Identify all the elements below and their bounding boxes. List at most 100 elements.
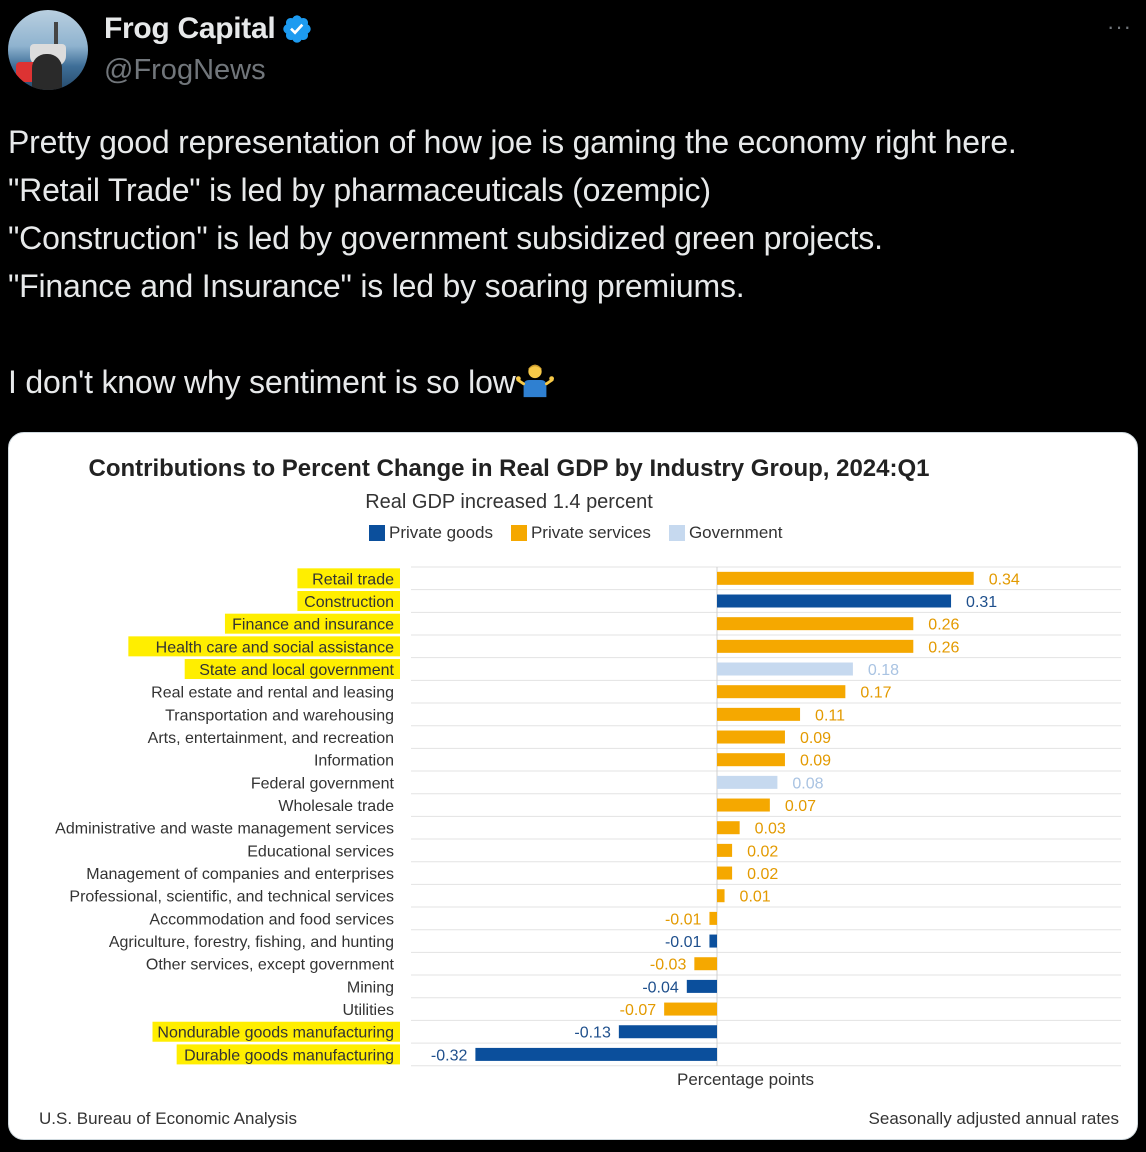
bar-arts-entertainment-and-recreation	[717, 730, 785, 744]
legend-swatch-private-goods	[369, 525, 385, 541]
display-name[interactable]: Frog Capital	[104, 12, 276, 45]
category-label-other-services-except-government: Other services, except government	[146, 957, 395, 974]
value-label-accommodation-and-food-services: -0.01	[665, 911, 702, 928]
category-label-accommodation-and-food-services: Accommodation and food services	[149, 911, 394, 928]
chart-legend: Private goods Private services Governmen…	[369, 523, 782, 543]
label-highlight-retail-trade	[297, 568, 400, 589]
bar-retail-trade	[717, 571, 974, 585]
chart-subtitle: Real GDP increased 1.4 percent	[365, 491, 653, 513]
category-label-administrative-and-waste-management-services: Administrative and waste management serv…	[55, 821, 394, 838]
category-label-arts-entertainment-and-recreation: Arts, entertainment, and recreation	[148, 730, 394, 747]
category-label-agriculture-forestry-fishing-and-hunting: Agriculture, forestry, fishing, and hunt…	[109, 934, 394, 951]
value-label-arts-entertainment-and-recreation: 0.09	[800, 730, 831, 747]
chart-image-card[interactable]: Contributions to Percent Change in Real …	[8, 432, 1138, 1140]
value-label-agriculture-forestry-fishing-and-hunting: -0.01	[665, 934, 702, 951]
category-label-health-care-and-social-assistance: Health care and social assistance	[156, 639, 394, 656]
category-label-management-of-companies-and-enterprises: Management of companies and enterprises	[86, 866, 394, 883]
bar-information	[717, 753, 785, 767]
bar-transportation-and-warehousing	[717, 707, 801, 721]
value-label-retail-trade: 0.34	[989, 571, 1020, 588]
legend-item-government: Government	[668, 523, 783, 543]
category-label-federal-government: Federal government	[251, 775, 395, 792]
value-label-transportation-and-warehousing: 0.11	[815, 707, 845, 724]
bar-federal-government	[717, 775, 778, 789]
category-label-educational-services: Educational services	[247, 843, 394, 860]
bar-wholesale-trade	[717, 798, 770, 812]
category-label-professional-scientific-and-technical-services: Professional, scientific, and technical …	[69, 889, 394, 906]
category-label-retail-trade: Retail trade	[312, 571, 394, 588]
x-axis-label: Percentage points	[677, 1070, 815, 1089]
label-highlight-finance-and-insurance	[224, 613, 400, 634]
label-highlight-nondurable-goods-manufacturing	[152, 1021, 400, 1042]
value-label-durable-goods-manufacturing: -0.32	[431, 1047, 468, 1064]
legend-label-private-goods: Private goods	[389, 523, 493, 542]
category-label-real-estate-and-rental-and-leasing: Real estate and rental and leasing	[151, 685, 394, 702]
avatar-mast	[54, 22, 58, 48]
tweet-text-body: Pretty good representation of how joe is…	[8, 124, 1017, 400]
author-handle[interactable]: @FrogNews	[104, 54, 266, 86]
bar-state-and-local-government	[717, 662, 853, 676]
bar-professional-scientific-and-technical-services	[717, 889, 725, 903]
bar-educational-services	[717, 843, 733, 857]
legend-item-private-services: Private services	[510, 523, 651, 543]
author-name-row: Frog Capital	[104, 12, 313, 46]
legend-swatch-private-services	[510, 525, 527, 541]
bar-finance-and-insurance	[717, 617, 914, 631]
bar-utilities	[664, 1002, 717, 1016]
value-label-state-and-local-government: 0.18	[868, 662, 899, 679]
chart-title: Contributions to Percent Change in Real …	[88, 455, 930, 482]
category-label-state-and-local-government: State and local government	[199, 662, 394, 679]
bar-accommodation-and-food-services	[709, 911, 717, 925]
value-label-federal-government: 0.08	[792, 775, 823, 792]
category-label-durable-goods-manufacturing: Durable goods manufacturing	[184, 1047, 394, 1064]
value-label-wholesale-trade: 0.07	[785, 798, 816, 815]
value-label-information: 0.09	[800, 753, 831, 770]
value-label-health-care-and-social-assistance: 0.26	[928, 639, 959, 656]
tweet-text: Pretty good representation of how joe is…	[8, 118, 1138, 406]
bar-mining	[686, 979, 717, 993]
bar-other-services-except-government	[694, 957, 717, 971]
bar-health-care-and-social-assistance	[717, 639, 914, 653]
label-highlight-health-care-and-social-assistance	[128, 636, 400, 657]
chart-source: U.S. Bureau of Economic Analysis	[39, 1109, 297, 1128]
legend-label-government: Government	[688, 523, 783, 542]
value-label-real-estate-and-rental-and-leasing: 0.17	[860, 685, 891, 702]
category-label-finance-and-insurance: Finance and insurance	[232, 617, 394, 634]
bar-nondurable-goods-manufacturing	[618, 1025, 717, 1039]
category-label-construction: Construction	[304, 594, 394, 611]
category-label-transportation-and-warehousing: Transportation and warehousing	[165, 707, 394, 724]
legend-item-private-goods: Private goods	[369, 523, 493, 543]
bar-construction	[717, 594, 952, 608]
avatar[interactable]	[8, 10, 88, 90]
category-label-wholesale-trade: Wholesale trade	[278, 798, 394, 815]
label-highlight-durable-goods-manufacturing	[176, 1044, 400, 1065]
value-label-finance-and-insurance: 0.26	[928, 617, 959, 634]
category-label-nondurable-goods-manufacturing: Nondurable goods manufacturing	[157, 1025, 394, 1042]
value-label-professional-scientific-and-technical-services: 0.01	[740, 889, 771, 906]
label-highlight-construction	[297, 591, 400, 612]
value-label-other-services-except-government: -0.03	[650, 957, 687, 974]
bar-management-of-companies-and-enterprises	[717, 866, 733, 880]
value-label-construction: 0.31	[966, 594, 997, 611]
value-label-utilities: -0.07	[620, 1002, 657, 1019]
value-label-management-of-companies-and-enterprises: 0.02	[747, 866, 778, 883]
avatar-person	[32, 54, 62, 90]
chart-plot-area: Retail trade 0.34 Construction 0.31 Finance …	[55, 566, 1121, 1067]
chart-note: Seasonally adjusted annual rates	[868, 1109, 1119, 1128]
bar-durable-goods-manufacturing	[475, 1047, 717, 1061]
category-label-information: Information	[314, 753, 394, 770]
value-label-administrative-and-waste-management-services: 0.03	[755, 821, 786, 838]
bar-administrative-and-waste-management-services	[717, 821, 740, 835]
legend-label-private-services: Private services	[530, 523, 651, 542]
legend-swatch-government	[668, 525, 685, 541]
category-label-utilities: Utilities	[342, 1002, 394, 1019]
bar-real-estate-and-rental-and-leasing	[717, 685, 846, 699]
person-shrugging-emoji	[515, 364, 554, 398]
bar-agriculture-forestry-fishing-and-hunting	[709, 934, 717, 948]
category-label-mining: Mining	[347, 979, 394, 996]
value-label-nondurable-goods-manufacturing: -0.13	[574, 1025, 611, 1042]
value-label-mining: -0.04	[642, 979, 679, 996]
more-options-icon[interactable]: ···	[1107, 14, 1132, 39]
label-highlight-state-and-local-government	[184, 659, 400, 680]
value-label-educational-services: 0.02	[747, 843, 778, 860]
